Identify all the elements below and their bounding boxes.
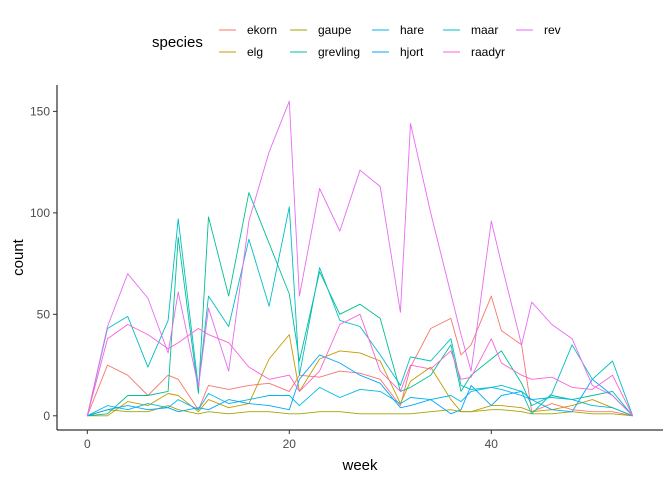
series-line-grevling [87,192,634,417]
legend-label-grevling: grevling [318,45,360,59]
legend: species ekorn elg gaupe grevling hare hjort ma… [152,23,561,59]
series-line-raadyr [86,313,634,417]
series-line-maar [86,206,634,416]
y-axis-title: count [10,238,27,276]
legend-title: species [152,34,203,51]
series-line-hare [87,386,633,417]
series-line-rev [86,100,634,417]
y-tick-label: 100 [30,206,50,220]
legend-label-raadyr: raadyr [471,45,505,59]
y-tick-label: 0 [43,409,50,423]
x-tick-label: 20 [283,437,297,451]
x-axis-title: week [341,457,378,474]
series-line-ekorn [86,295,633,417]
series-line-hjort [87,354,634,417]
legend-label-hjort: hjort [400,45,424,59]
legend-label-gaupe: gaupe [318,23,352,37]
y-tick-label: 150 [30,104,50,118]
y-tick-label: 50 [37,307,51,321]
axes: 0 20 40 0 50 100 150 week count [10,85,663,474]
x-tick-label: 0 [84,437,91,451]
legend-label-elg: elg [247,45,263,59]
plot-lines [86,100,634,417]
legend-label-rev: rev [544,23,561,37]
series-line-gaupe [87,405,633,417]
legend-label-maar: maar [471,23,498,37]
x-tick-label: 40 [485,437,499,451]
legend-label-hare: hare [400,23,424,37]
legend-label-ekorn: ekorn [247,23,277,37]
